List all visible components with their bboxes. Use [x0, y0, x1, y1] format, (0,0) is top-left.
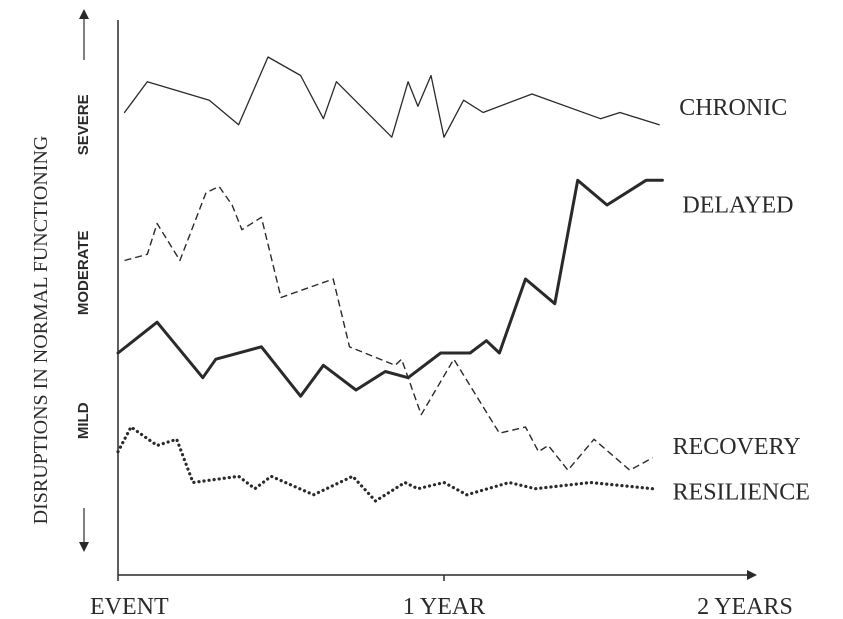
series-line-recovery	[124, 185, 653, 471]
series-line-chronic	[123, 56, 660, 138]
x-tick-label: 1 YEAR	[403, 594, 485, 619]
series-label-recovery: RECOVERY	[673, 434, 801, 460]
y-level-label: SEVERE	[75, 94, 92, 155]
series-label-chronic: CHRONIC	[679, 95, 787, 121]
x-tick-label: 2 YEARS	[697, 594, 793, 619]
series-line-resilience	[116, 425, 655, 503]
series-label-delayed: DELAYED	[682, 192, 793, 218]
y-axis-title: DISRUPTIONS IN NORMAL FUNCTIONING	[30, 136, 52, 525]
y-level-label: MODERATE	[75, 230, 92, 315]
series-line-delayed	[116, 178, 664, 398]
series-label-resilience: RESILIENCE	[673, 480, 810, 506]
x-tick-label: EVENT	[90, 594, 169, 619]
series-layer	[116, 56, 664, 503]
y-level-label: MILD	[75, 402, 92, 439]
label-layer: CHRONIC DELAYED RECOVERY RESILIENCE EVENT 1 Y…	[75, 94, 810, 619]
